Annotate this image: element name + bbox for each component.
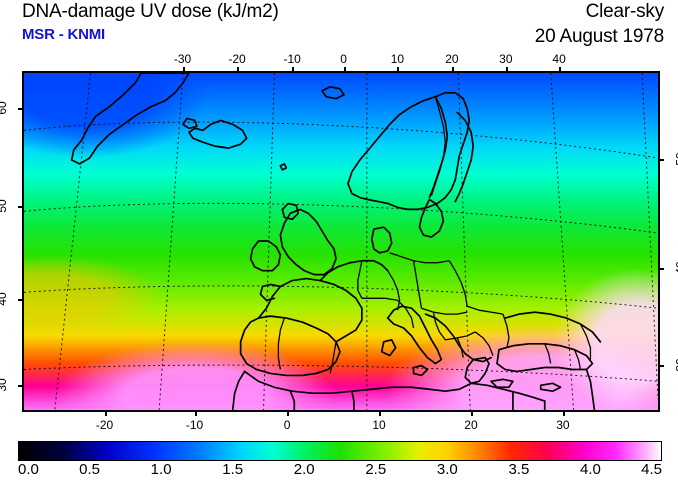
tick-top-0 <box>182 67 185 73</box>
tick-label-top-5: 20 <box>445 52 459 66</box>
tick-label-top-0: -30 <box>173 52 192 66</box>
tick-top-7 <box>559 67 562 73</box>
tick-label-left-2: 40 <box>0 292 9 306</box>
graticule-lines <box>24 73 658 410</box>
map-panel: -30 -20 -10 0 10 20 30 40 -20 -10 0 10 2… <box>0 53 678 431</box>
tick-right-1 <box>658 268 664 271</box>
tick-label-top-1: -20 <box>228 52 246 66</box>
tick-top-5 <box>451 67 454 73</box>
tick-bottom-3 <box>379 410 382 416</box>
tick-bottom-4 <box>470 410 473 416</box>
colorbar-tick-label-4: 2.0 <box>293 461 315 478</box>
tick-label-bottom-3: 10 <box>372 418 386 432</box>
tick-label-bottom-1: -10 <box>185 418 204 432</box>
tick-top-1 <box>237 67 240 73</box>
colorbar-tick-label-6: 3.0 <box>436 461 458 478</box>
colorbar-tick-label-2: 1.0 <box>150 461 172 478</box>
date-label: 20 August 1978 <box>534 26 664 47</box>
chart-header: DNA-damage UV dose (kJ/m2) MSR - KNMI Cl… <box>0 0 678 56</box>
tick-left-3 <box>18 384 24 387</box>
tick-top-3 <box>343 67 346 73</box>
tick-label-top-4: 10 <box>390 52 405 66</box>
tick-label-left-1: 50 <box>0 199 9 213</box>
colorbar-tick-label-8: 4.0 <box>580 461 601 478</box>
tick-label-right-2: 30 <box>673 357 678 372</box>
tick-right-2 <box>658 364 664 367</box>
tick-top-6 <box>505 67 508 73</box>
colorbar-gradient <box>18 441 662 461</box>
tick-label-top-6: 30 <box>499 52 513 66</box>
colorbar-tick-labels: 0.0 0.5 1.0 1.5 2.0 2.5 3.0 3.5 4.0 4.5 <box>18 462 662 480</box>
tick-bottom-5 <box>562 410 565 416</box>
tick-label-top-2: -10 <box>283 52 301 66</box>
coastline-overlay <box>70 73 602 410</box>
colorbar-tick-label-7: 3.5 <box>508 461 530 478</box>
colorbar-tick-label-0: 0.0 <box>18 461 39 478</box>
colorbar-tick-label-5: 2.5 <box>365 461 387 478</box>
colorbar-tick-label-3: 1.5 <box>222 461 244 478</box>
tick-label-top-7: 40 <box>552 52 566 66</box>
tick-label-left-0: 60 <box>0 101 9 116</box>
tick-right-0 <box>658 158 664 161</box>
tick-label-left-3: 30 <box>0 378 9 392</box>
colorbar-tick-label-9: 4.5 <box>641 461 662 478</box>
tick-label-right-0: 50 <box>673 152 678 166</box>
tick-bottom-2 <box>287 410 290 416</box>
tick-label-bottom-5: 30 <box>556 418 570 432</box>
colorbar-tick-label-1: 0.5 <box>79 461 100 478</box>
field-warp-atlantic <box>24 73 658 410</box>
subtitle-source: MSR - KNMI <box>22 26 105 43</box>
tick-label-right-1: 40 <box>673 261 678 276</box>
tick-label-top-3: 0 <box>340 52 347 66</box>
tick-top-2 <box>292 67 295 73</box>
tick-left-2 <box>18 298 24 301</box>
tick-label-bottom-2: 0 <box>283 418 291 432</box>
tick-label-bottom-0: -20 <box>95 418 114 432</box>
condition-label: Clear-sky <box>585 1 665 22</box>
tick-left-0 <box>18 108 24 111</box>
colorbar <box>18 441 662 461</box>
page-title: DNA-damage UV dose (kJ/m2) <box>22 1 279 22</box>
tick-label-bottom-4: 20 <box>464 418 478 432</box>
tick-left-1 <box>18 206 24 209</box>
uv-dose-field <box>24 73 658 410</box>
tick-top-4 <box>397 67 400 73</box>
tick-bottom-1 <box>194 410 197 416</box>
tick-bottom-0 <box>104 410 107 416</box>
